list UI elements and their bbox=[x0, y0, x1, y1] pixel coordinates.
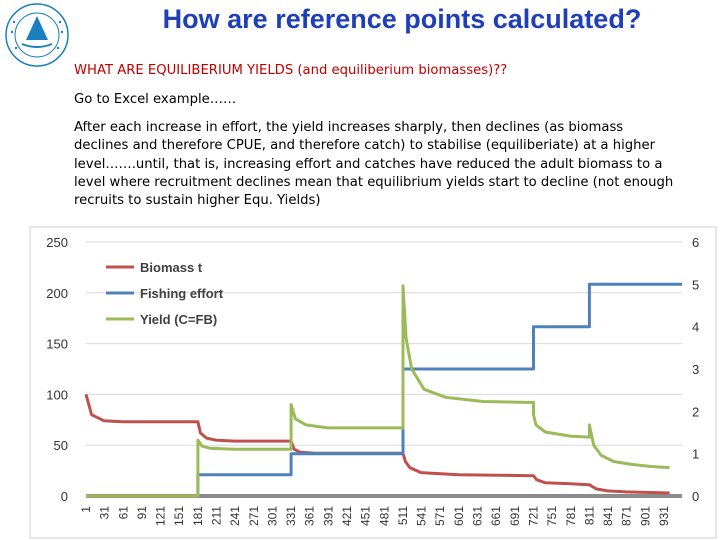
equilibrium-yields-heading: WHAT ARE EQUILIBERIUM YIELDS (and equili… bbox=[74, 63, 508, 78]
series-line-yield-c-fb bbox=[86, 284, 670, 498]
legend-label: Fishing effort bbox=[140, 286, 224, 301]
x-axis-tick-label: 391 bbox=[321, 506, 335, 526]
x-axis-tick-label: 571 bbox=[433, 506, 447, 526]
x-axis-tick-label: 151 bbox=[172, 506, 186, 526]
excel-example-note: Go to Excel example…… bbox=[74, 92, 237, 107]
right-axis-tick-label: 4 bbox=[692, 320, 699, 335]
x-axis-tick-label: 721 bbox=[526, 506, 540, 526]
left-axis-tick-label: 250 bbox=[46, 235, 68, 250]
right-axis-tick-label: 5 bbox=[692, 277, 699, 292]
x-axis-tick-label: 421 bbox=[340, 506, 354, 526]
right-axis-tick-labels: 0 1 2 3 4 5 6 bbox=[692, 235, 699, 504]
x-axis-tick-label: 481 bbox=[377, 506, 391, 526]
x-axis-tick-label: 901 bbox=[638, 506, 652, 526]
x-axis-tick-label: 61 bbox=[116, 506, 130, 520]
right-axis-tick-label: 2 bbox=[692, 404, 699, 419]
left-axis-tick-label: 200 bbox=[46, 286, 68, 301]
x-axis-tick-label: 121 bbox=[154, 506, 168, 526]
left-axis-tick-label: 150 bbox=[46, 337, 68, 352]
left-axis-tick-label: 0 bbox=[61, 489, 68, 504]
x-axis-tick-label: 931 bbox=[657, 506, 671, 526]
left-axis-tick-labels: 0 50 100 150 200 250 bbox=[46, 235, 68, 504]
x-axis-tick-label: 541 bbox=[415, 506, 429, 526]
biomass-effort-yield-chart: 0 50 100 150 200 250 0 1 2 3 4 5 6 1 31 61 91 121 151 181… bbox=[29, 226, 717, 539]
left-axis-tick-label: 50 bbox=[54, 438, 68, 453]
x-axis-tick-label: 691 bbox=[508, 506, 522, 526]
x-axis-tick-label: 841 bbox=[601, 506, 615, 526]
x-axis-tick-label: 361 bbox=[303, 506, 317, 526]
chart-frame bbox=[29, 226, 717, 539]
right-axis-tick-label: 1 bbox=[692, 447, 699, 462]
x-axis-tick-label: 871 bbox=[620, 506, 634, 526]
x-axis-tick-label: 601 bbox=[452, 506, 466, 526]
left-axis-tick-label: 100 bbox=[46, 387, 68, 402]
x-axis-tick-label: 271 bbox=[247, 506, 261, 526]
x-axis-tick-label: 751 bbox=[545, 506, 559, 526]
x-axis-tick-label: 661 bbox=[489, 506, 503, 526]
x-axis-tick-label: 211 bbox=[210, 506, 224, 525]
x-axis-tick-label: 781 bbox=[564, 506, 578, 526]
legend-label: Yield (C=FB) bbox=[140, 312, 217, 327]
x-axis-tick-label: 331 bbox=[284, 506, 298, 526]
x-axis-tick-label: 451 bbox=[359, 506, 373, 526]
right-axis-tick-label: 3 bbox=[692, 362, 699, 377]
x-axis-tick-label: 301 bbox=[265, 506, 279, 526]
chart-series bbox=[84, 282, 682, 498]
chart-legend: Biomass t Fishing effort Yield (C=FB) bbox=[106, 260, 224, 327]
fisheries-organization-logo-icon bbox=[5, 3, 69, 67]
explanation-paragraph: After each increase in effort, the yield… bbox=[74, 120, 674, 209]
legend-label: Biomass t bbox=[140, 260, 203, 275]
x-axis-tick-label: 181 bbox=[191, 506, 205, 526]
x-axis-tick-label: 1 bbox=[79, 506, 93, 513]
x-axis-tick-label: 31 bbox=[98, 506, 112, 520]
x-axis-tick-label: 241 bbox=[228, 506, 242, 526]
x-axis-tick-label: 631 bbox=[471, 506, 485, 526]
x-axis-tick-label: 811 bbox=[582, 506, 596, 525]
x-axis-tick-label: 511 bbox=[396, 506, 410, 525]
right-axis-tick-label: 6 bbox=[692, 235, 699, 250]
slide-title: How are reference points calculated? bbox=[162, 4, 642, 34]
right-axis-tick-label: 0 bbox=[692, 489, 699, 504]
x-axis-tick-label: 91 bbox=[135, 506, 149, 520]
x-axis-tick-labels: 1 31 61 91 121 151 181 211 241 271 301 331 361 391 421… bbox=[79, 506, 671, 526]
